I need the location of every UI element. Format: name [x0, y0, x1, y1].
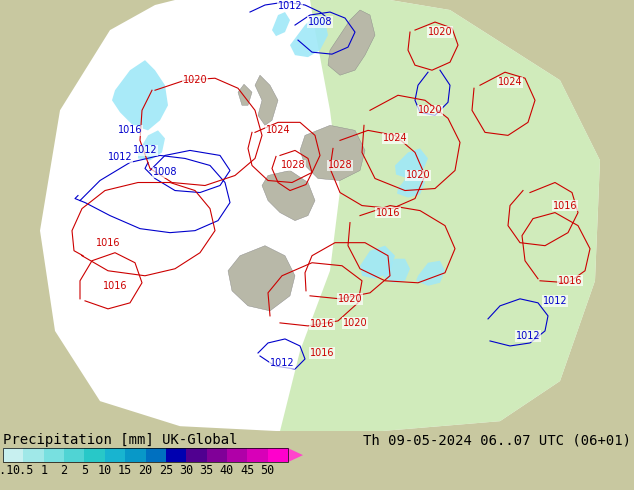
- Text: 45: 45: [240, 464, 254, 477]
- Text: 1012: 1012: [543, 296, 567, 306]
- Text: 1016: 1016: [118, 125, 142, 135]
- Polygon shape: [397, 173, 425, 197]
- Bar: [166, 448, 186, 462]
- Text: Precipitation [mm] UK-Global: Precipitation [mm] UK-Global: [3, 433, 238, 447]
- Text: 5: 5: [81, 464, 88, 477]
- Text: 1024: 1024: [498, 77, 522, 87]
- Text: 30: 30: [179, 464, 193, 477]
- Text: 1028: 1028: [328, 160, 353, 171]
- Bar: [105, 448, 125, 462]
- Polygon shape: [290, 15, 328, 57]
- Text: 1012: 1012: [269, 358, 294, 368]
- Text: 0.1: 0.1: [0, 464, 14, 477]
- Text: 1016: 1016: [310, 319, 334, 329]
- Bar: [3, 448, 23, 462]
- Text: 1012: 1012: [108, 152, 133, 163]
- Polygon shape: [272, 12, 290, 36]
- Text: 1008: 1008: [153, 168, 178, 177]
- Bar: [84, 448, 105, 462]
- Bar: [3, 448, 288, 462]
- Text: 2: 2: [60, 464, 68, 477]
- Text: 1016: 1016: [310, 348, 334, 358]
- Text: 1016: 1016: [376, 208, 400, 218]
- Bar: [227, 448, 247, 462]
- Text: 1016: 1016: [553, 200, 577, 211]
- Bar: [64, 448, 84, 462]
- Text: 50: 50: [261, 464, 275, 477]
- Polygon shape: [138, 130, 165, 160]
- Text: 1: 1: [40, 464, 48, 477]
- Text: 1020: 1020: [338, 294, 362, 304]
- Polygon shape: [262, 171, 315, 220]
- Text: 1016: 1016: [96, 238, 120, 247]
- Polygon shape: [255, 75, 278, 125]
- Text: Th 09-05-2024 06..07 UTC (06+01): Th 09-05-2024 06..07 UTC (06+01): [363, 433, 631, 447]
- Polygon shape: [360, 245, 395, 279]
- Bar: [145, 448, 166, 462]
- Text: 35: 35: [200, 464, 214, 477]
- Text: 1012: 1012: [278, 1, 302, 11]
- Text: 1024: 1024: [266, 125, 290, 135]
- Polygon shape: [238, 84, 252, 105]
- Bar: [207, 448, 227, 462]
- Bar: [186, 448, 207, 462]
- Text: 1028: 1028: [281, 160, 306, 171]
- Polygon shape: [328, 10, 375, 75]
- Polygon shape: [383, 259, 410, 283]
- Text: 1008: 1008: [307, 17, 332, 27]
- Bar: [268, 448, 288, 462]
- Text: 10: 10: [98, 464, 112, 477]
- Polygon shape: [40, 0, 600, 431]
- Text: 0.5: 0.5: [13, 464, 34, 477]
- Text: 1024: 1024: [383, 133, 407, 144]
- Polygon shape: [288, 448, 303, 462]
- Text: 15: 15: [118, 464, 133, 477]
- Polygon shape: [395, 148, 428, 178]
- Text: 1016: 1016: [103, 281, 127, 291]
- Text: 40: 40: [220, 464, 234, 477]
- Text: 1020: 1020: [406, 171, 430, 180]
- Text: 1020: 1020: [183, 75, 207, 85]
- Bar: [125, 448, 145, 462]
- Polygon shape: [416, 261, 445, 286]
- Bar: [23, 448, 44, 462]
- Bar: [247, 448, 268, 462]
- Text: 1020: 1020: [418, 105, 443, 115]
- Text: 1012: 1012: [515, 331, 540, 341]
- Text: 25: 25: [158, 464, 173, 477]
- Polygon shape: [228, 245, 295, 311]
- Polygon shape: [300, 125, 365, 180]
- Text: 1012: 1012: [133, 146, 157, 155]
- Text: 1016: 1016: [558, 276, 582, 286]
- Bar: [44, 448, 64, 462]
- Polygon shape: [112, 60, 168, 130]
- Polygon shape: [280, 0, 600, 431]
- Text: 1020: 1020: [428, 27, 452, 37]
- Text: 1020: 1020: [343, 318, 367, 328]
- Text: 20: 20: [138, 464, 153, 477]
